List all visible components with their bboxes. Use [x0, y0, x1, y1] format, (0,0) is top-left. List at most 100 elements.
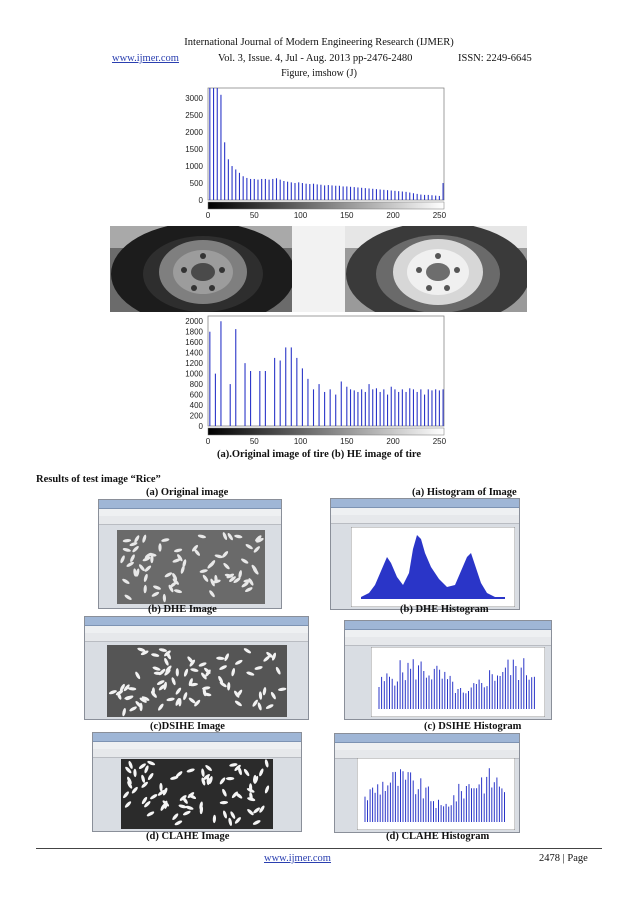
- rice-grain: [151, 591, 160, 597]
- figure-title: Figure, imshow (J): [281, 68, 357, 79]
- rice-grain: [229, 576, 236, 582]
- rice-grain: [198, 662, 207, 667]
- rice-grain: [219, 800, 229, 805]
- rice-grain: [219, 681, 227, 688]
- rice-grain: [144, 801, 151, 808]
- rice-grain: [180, 565, 185, 574]
- rice-grain: [142, 534, 147, 543]
- rice-grain: [127, 687, 137, 691]
- rice-grain: [230, 811, 236, 819]
- footer-website-link[interactable]: www.ijmer.com: [264, 853, 331, 864]
- rice-grain: [266, 651, 273, 658]
- y-tick-label: 3000: [185, 94, 203, 103]
- y-tick-label: 0: [199, 422, 204, 431]
- rice-grain: [168, 584, 174, 593]
- rice-grain: [187, 792, 195, 799]
- rice-grain: [127, 776, 132, 785]
- rice-grain: [222, 532, 228, 541]
- rice-grain: [164, 650, 171, 657]
- rice-grain: [222, 810, 228, 819]
- rice-grain: [238, 767, 242, 776]
- rice-grain: [134, 535, 140, 543]
- header-website-link[interactable]: www.ijmer.com: [112, 53, 179, 64]
- rice-dsihe-image: [121, 759, 273, 829]
- rice-grain: [253, 774, 257, 784]
- rice-grain: [164, 572, 173, 578]
- rice-grain: [163, 681, 167, 691]
- matlab-window-dhe: [84, 616, 309, 720]
- rice-grain: [152, 666, 161, 671]
- x-tick-label: 150: [340, 211, 354, 220]
- rice-grain: [223, 562, 230, 570]
- rice-grain: [270, 691, 276, 700]
- rice-grain: [124, 801, 132, 808]
- rice-grain: [123, 791, 129, 799]
- rice-grain: [264, 759, 269, 768]
- rice-grain: [258, 691, 263, 700]
- rice-grain: [146, 811, 155, 817]
- rice-grain: [245, 543, 253, 550]
- rice-grain: [205, 764, 212, 772]
- rice-grain: [141, 774, 146, 783]
- rice-grain: [188, 697, 196, 704]
- rice-grain: [172, 558, 181, 563]
- rice-grain: [133, 768, 137, 778]
- header-volume: Vol. 3, Issue. 4, Jul - Aug. 2013 pp-247…: [218, 53, 413, 64]
- rice-grain: [162, 593, 167, 603]
- rice-grain: [125, 766, 132, 774]
- rice-grain: [209, 590, 215, 598]
- rice-grain: [148, 553, 157, 557]
- rice-grain: [231, 667, 236, 677]
- rice-grain: [224, 573, 233, 578]
- rice-grain: [186, 768, 195, 773]
- tire-gap-shade: [292, 226, 345, 312]
- rice-grain: [172, 578, 179, 585]
- rice-grain: [212, 814, 217, 824]
- rice-grain: [126, 561, 134, 567]
- rice-grain: [187, 656, 194, 664]
- matlab-window-dhe-histogram: [344, 620, 552, 720]
- rice-grain: [157, 790, 165, 796]
- y-tick-label: 1500: [185, 145, 203, 154]
- rice-grain: [172, 813, 179, 821]
- y-tick-label: 1000: [185, 162, 203, 171]
- y-tick-label: 1000: [185, 370, 203, 379]
- header-issn: ISSN: 2249-6645: [458, 53, 532, 64]
- y-tick-label: 2000: [185, 128, 203, 137]
- x-tick-label: 200: [386, 437, 400, 446]
- rice-grain: [204, 667, 211, 674]
- rice-grain: [256, 537, 264, 543]
- rice-grain: [264, 785, 270, 794]
- rice-grain: [116, 691, 122, 700]
- rice-grain: [124, 695, 133, 700]
- rice-grain: [161, 538, 170, 542]
- rice-grain: [227, 533, 233, 541]
- rice-grain: [137, 647, 146, 652]
- rice-grain: [252, 699, 258, 707]
- rice-grain: [172, 572, 178, 581]
- rice-grain: [108, 690, 117, 695]
- rice-grain: [119, 683, 125, 692]
- colorbar: [207, 427, 445, 436]
- matlab-window-original: [98, 499, 282, 609]
- rice-grain: [166, 697, 175, 702]
- y-tick-label: 0: [199, 196, 204, 205]
- y-tick-label: 800: [190, 380, 204, 389]
- rice-grain: [120, 555, 125, 564]
- x-tick-label: 100: [294, 211, 308, 220]
- rice-grain: [216, 656, 225, 660]
- rice-grain: [147, 772, 154, 781]
- matlab-window-dsihe: [92, 732, 302, 832]
- rice-grain: [140, 650, 149, 656]
- x-tick-label: 200: [386, 211, 400, 220]
- rice-grain: [190, 668, 199, 672]
- plot-frame: [207, 315, 445, 427]
- rice-grain: [130, 554, 135, 563]
- rice-grain: [224, 653, 229, 662]
- rice-grain: [144, 565, 152, 572]
- rice-grain: [175, 697, 180, 706]
- rice-grain: [227, 682, 231, 691]
- rice-grain: [177, 554, 183, 562]
- y-tick-label: 2000: [185, 317, 203, 326]
